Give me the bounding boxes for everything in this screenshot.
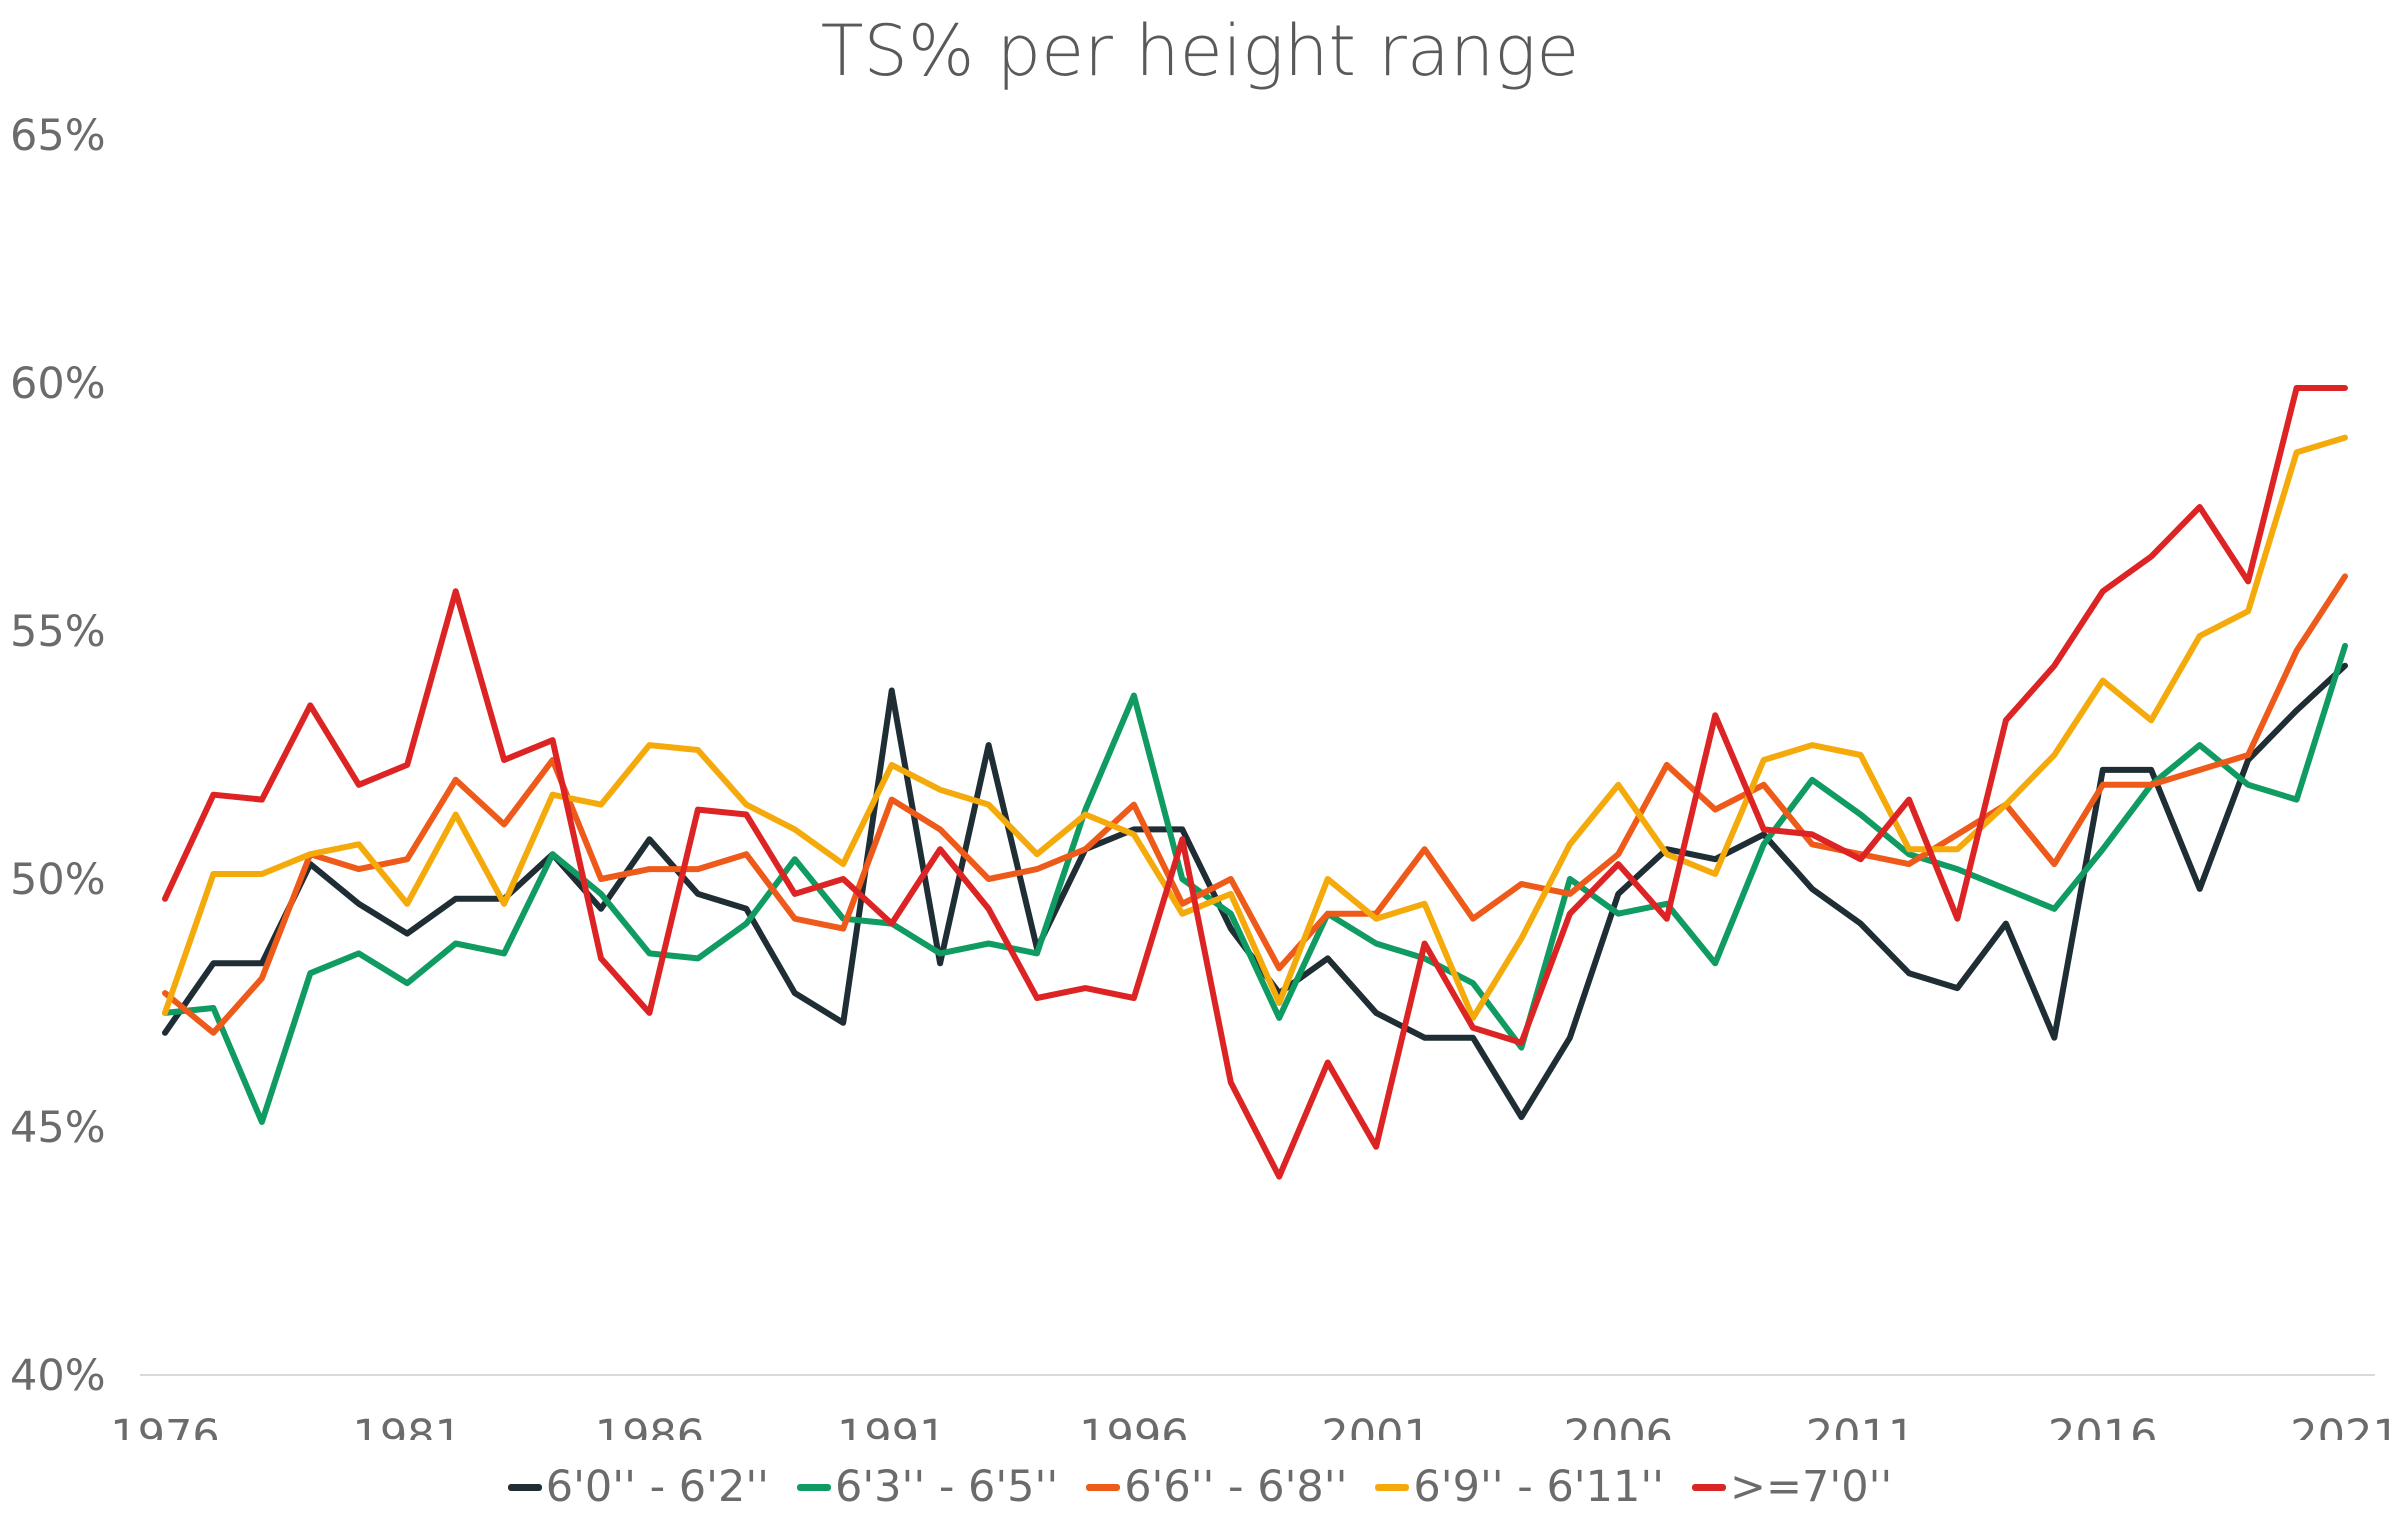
y-tick-label: 55% <box>10 607 106 657</box>
legend-label: 6'3'' - 6'5'' <box>834 1462 1059 1512</box>
plot-area: 40% 45% 50% 55% 60% 65% 1976 1981 1986 1991 1996 20… <box>10 111 2400 1440</box>
legend-swatch <box>1691 1483 1726 1491</box>
legend-item-5: >=7'0'' <box>1691 1462 1893 1512</box>
x-tick-label: 1976 <box>110 1411 219 1440</box>
legend-label: >=7'0'' <box>1729 1462 1893 1512</box>
legend-swatch <box>796 1483 831 1491</box>
x-tick-label: 1981 <box>353 1411 462 1440</box>
y-tick-label: 40% <box>10 1351 106 1401</box>
legend-swatch <box>1375 1483 1410 1491</box>
legend-item-1: 6'0'' - 6'2'' <box>507 1462 769 1512</box>
y-tick-label: 65% <box>10 111 106 161</box>
x-tick-label: 2006 <box>1564 1411 1673 1440</box>
x-tick-label: 2021 <box>2290 1411 2399 1440</box>
x-tick-label: 2011 <box>1806 1411 1915 1440</box>
series-line-2 <box>162 642 2348 1125</box>
chart-title: TS% per height range <box>820 10 1580 92</box>
legend: 6'0'' - 6'2'' 6'3'' - 6'5'' 6'6'' - 6'8'' 6… <box>0 1462 2400 1512</box>
y-tick-label: 60% <box>10 359 106 409</box>
legend-item-3: 6'6'' - 6'8'' <box>1086 1462 1347 1512</box>
x-tick-label: 2016 <box>2048 1411 2157 1440</box>
legend-swatch <box>507 1483 542 1491</box>
series-line-5 <box>162 385 2348 1180</box>
y-tick-label: 50% <box>10 855 106 905</box>
x-tick-label: 1991 <box>837 1411 946 1440</box>
x-tick-label: 2001 <box>1321 1411 1430 1440</box>
legend-label: 6'0'' - 6'2'' <box>545 1462 769 1512</box>
legend-swatch <box>1086 1483 1121 1491</box>
x-tick-label: 1996 <box>1079 1411 1188 1440</box>
x-tick-label: 1986 <box>595 1411 704 1440</box>
legend-item-2: 6'3'' - 6'5'' <box>796 1462 1059 1512</box>
legend-label: 6'9'' - 6'11'' <box>1413 1462 1664 1512</box>
y-tick-label: 45% <box>10 1103 106 1153</box>
legend-item-4: 6'9'' - 6'11'' <box>1375 1462 1664 1512</box>
legend-label: 6'6'' - 6'8'' <box>1124 1462 1348 1512</box>
